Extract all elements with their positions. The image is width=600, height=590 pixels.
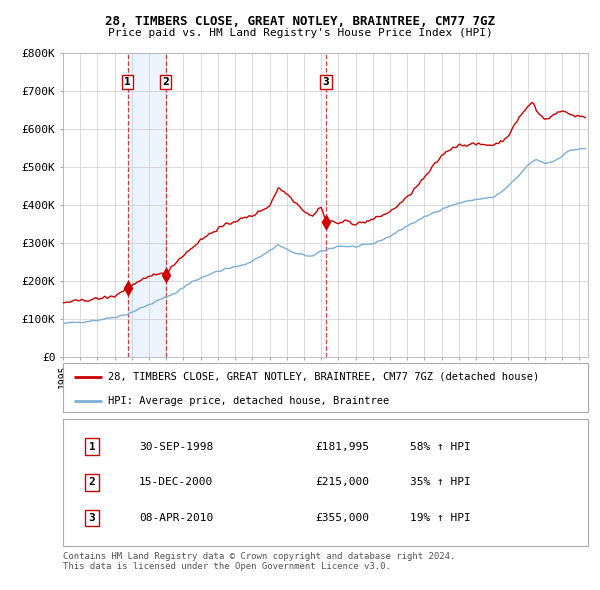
Text: 30-SEP-1998: 30-SEP-1998 xyxy=(139,442,214,452)
Text: 28, TIMBERS CLOSE, GREAT NOTLEY, BRAINTREE, CM77 7GZ (detached house): 28, TIMBERS CLOSE, GREAT NOTLEY, BRAINTR… xyxy=(107,372,539,382)
Bar xyxy=(128,53,166,357)
Text: 28, TIMBERS CLOSE, GREAT NOTLEY, BRAINTREE, CM77 7GZ: 28, TIMBERS CLOSE, GREAT NOTLEY, BRAINTR… xyxy=(105,15,495,28)
FancyBboxPatch shape xyxy=(63,419,588,546)
Text: 3: 3 xyxy=(322,77,329,87)
Text: 15-DEC-2000: 15-DEC-2000 xyxy=(139,477,214,487)
Text: £181,995: £181,995 xyxy=(315,442,369,452)
Text: 08-APR-2010: 08-APR-2010 xyxy=(139,513,214,523)
Text: HPI: Average price, detached house, Braintree: HPI: Average price, detached house, Brai… xyxy=(107,396,389,406)
Text: 19% ↑ HPI: 19% ↑ HPI xyxy=(409,513,470,523)
Text: 58% ↑ HPI: 58% ↑ HPI xyxy=(409,442,470,452)
Text: 2: 2 xyxy=(89,477,95,487)
Text: 1: 1 xyxy=(124,77,131,87)
Text: £215,000: £215,000 xyxy=(315,477,369,487)
Text: 35% ↑ HPI: 35% ↑ HPI xyxy=(409,477,470,487)
Text: 1: 1 xyxy=(89,442,95,452)
Text: Price paid vs. HM Land Registry's House Price Index (HPI): Price paid vs. HM Land Registry's House … xyxy=(107,28,493,38)
FancyBboxPatch shape xyxy=(63,363,588,412)
Text: 2: 2 xyxy=(162,77,169,87)
Text: £355,000: £355,000 xyxy=(315,513,369,523)
Text: 3: 3 xyxy=(89,513,95,523)
Text: Contains HM Land Registry data © Crown copyright and database right 2024.
This d: Contains HM Land Registry data © Crown c… xyxy=(63,552,455,571)
